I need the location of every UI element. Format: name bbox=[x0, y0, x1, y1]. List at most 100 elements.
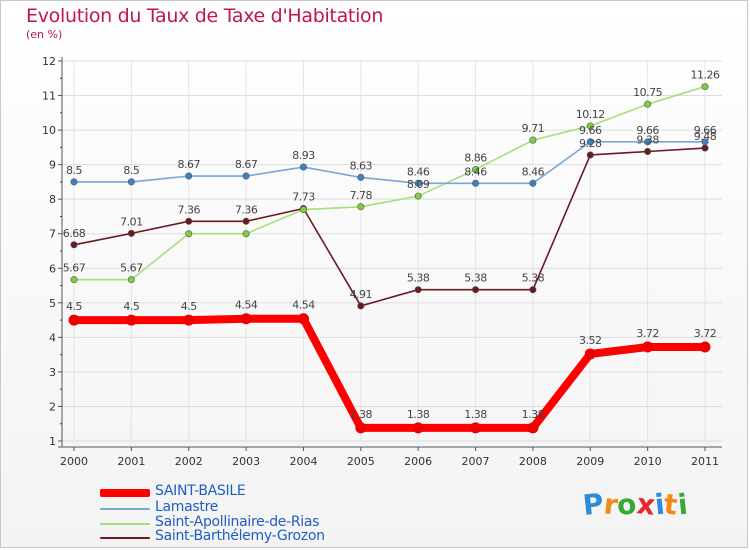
data-label-lamastre-2007: 8.46 bbox=[464, 165, 487, 178]
series-point-saint-apollinaire-de-rias-2009 bbox=[586, 122, 594, 130]
legend-label: SAINT-BASILE bbox=[155, 483, 246, 499]
y-tick-label-11: 11 bbox=[42, 90, 56, 103]
data-label-saint-barth-lemy-grozon-2006: 5.38 bbox=[407, 272, 430, 285]
data-label-saint-barth-lemy-grozon-2004: 7.73 bbox=[292, 191, 315, 204]
series-line-saint-apollinaire-de-rias bbox=[73, 85, 706, 281]
y-tick-label-5: 5 bbox=[49, 297, 56, 310]
legend-swatch bbox=[100, 523, 150, 525]
data-label-saint-barth-lemy-grozon-2002: 7.36 bbox=[177, 203, 200, 216]
chart-title: Evolution du Taux de Taxe d'Habitation bbox=[26, 5, 384, 27]
data-label-saint-apollinaire-de-rias-2007: 8.86 bbox=[464, 151, 487, 164]
legend-item-saint-apollinaire-de-rias: Saint-Apollinaire-de-Rias bbox=[100, 514, 360, 531]
x-tick-label-2010: 2010 bbox=[634, 455, 662, 468]
series-point-saint-basile-2000 bbox=[68, 314, 80, 326]
x-tick-label-2007: 2007 bbox=[462, 455, 490, 468]
logo-letter: i bbox=[675, 487, 689, 522]
series-point-saint-apollinaire-de-rias-2005 bbox=[357, 203, 365, 211]
series-point-lamastre-2003 bbox=[242, 172, 250, 180]
series-point-saint-barth-lemy-grozon-2003 bbox=[242, 217, 250, 225]
data-label-saint-barth-lemy-grozon-2003: 7.36 bbox=[235, 203, 258, 216]
data-label-saint-apollinaire-de-rias-2000: 5.67 bbox=[63, 262, 86, 275]
series-point-saint-basile-2010 bbox=[642, 341, 654, 353]
series-point-saint-basile-2003 bbox=[240, 313, 252, 325]
series-point-saint-apollinaire-de-rias-2000 bbox=[70, 276, 78, 284]
series-point-saint-basile-2009 bbox=[584, 348, 596, 360]
series-point-lamastre-2008 bbox=[529, 179, 537, 187]
series-line-saint-barth-lemy-grozon bbox=[73, 147, 706, 307]
series-point-saint-apollinaire-de-rias-2003 bbox=[242, 230, 250, 238]
data-label-saint-basile-2000: 4.5 bbox=[66, 300, 82, 313]
series-point-lamastre-2007 bbox=[472, 179, 480, 187]
data-label-saint-barth-lemy-grozon-2001: 7.01 bbox=[120, 215, 143, 228]
data-label-saint-apollinaire-de-rias-2010: 10.75 bbox=[633, 86, 662, 99]
series-point-saint-barth-lemy-grozon-2005 bbox=[357, 302, 365, 310]
data-label-saint-basile-2001: 4.5 bbox=[123, 300, 139, 313]
series-point-lamastre-2006 bbox=[414, 179, 422, 187]
x-tick-label-2009: 2009 bbox=[576, 455, 604, 468]
series-point-lamastre-2005 bbox=[357, 173, 365, 181]
series-point-lamastre-2010 bbox=[644, 138, 652, 146]
data-label-saint-barth-lemy-grozon-2008: 5.38 bbox=[522, 272, 545, 285]
y-tick-label-12: 12 bbox=[42, 55, 56, 68]
legend-item-lamastre: Lamastre bbox=[100, 499, 360, 516]
series-point-saint-apollinaire-de-rias-2010 bbox=[644, 100, 652, 108]
series-point-saint-basile-2004 bbox=[297, 313, 309, 325]
proxiti-logo: Proxiti bbox=[581, 487, 689, 522]
series-point-saint-apollinaire-de-rias-2002 bbox=[185, 230, 193, 238]
series-point-lamastre-2002 bbox=[185, 172, 193, 180]
data-label-saint-apollinaire-de-rias-2005: 7.78 bbox=[350, 189, 373, 202]
data-label-lamastre-2009: 9.66 bbox=[579, 124, 602, 137]
x-tick-label-2011: 2011 bbox=[691, 455, 719, 468]
series-point-lamastre-2009 bbox=[586, 138, 594, 146]
x-tick-label-2000: 2000 bbox=[60, 455, 88, 468]
series-point-saint-barth-lemy-grozon-2011 bbox=[701, 144, 709, 152]
x-tick-label-2006: 2006 bbox=[404, 455, 432, 468]
data-label-saint-barth-lemy-grozon-2011: 9.48 bbox=[694, 130, 717, 143]
series-point-lamastre-2011 bbox=[701, 138, 709, 146]
data-label-saint-basile-2004: 4.54 bbox=[292, 299, 315, 312]
data-label-lamastre-2000: 8.5 bbox=[66, 164, 82, 177]
series-point-saint-barth-lemy-grozon-2009 bbox=[586, 151, 594, 159]
data-label-lamastre-2008: 8.46 bbox=[522, 165, 545, 178]
series-point-saint-barth-lemy-grozon-2006 bbox=[414, 286, 422, 294]
series-point-saint-basile-2005 bbox=[355, 422, 367, 434]
data-label-saint-barth-lemy-grozon-2005: 4.91 bbox=[350, 288, 373, 301]
data-label-saint-apollinaire-de-rias-2001: 5.67 bbox=[120, 262, 143, 275]
data-label-lamastre-2001: 8.5 bbox=[123, 164, 139, 177]
y-tick-label-10: 10 bbox=[42, 124, 56, 137]
data-label-saint-apollinaire-de-rias-2011: 11.26 bbox=[691, 69, 720, 82]
series-point-saint-barth-lemy-grozon-2000 bbox=[70, 241, 78, 249]
data-label-saint-basile-2003: 4.54 bbox=[235, 299, 258, 312]
series-line-lamastre bbox=[73, 141, 706, 185]
series-point-saint-apollinaire-de-rias-2007 bbox=[472, 165, 480, 173]
series-point-saint-barth-lemy-grozon-2002 bbox=[185, 217, 193, 225]
series-point-saint-apollinaire-de-rias-2008 bbox=[529, 136, 537, 144]
data-label-lamastre-2010: 9.66 bbox=[636, 124, 659, 137]
data-label-saint-basile-2011: 3.72 bbox=[694, 327, 717, 340]
data-label-saint-barth-lemy-grozon-2010: 9.38 bbox=[636, 134, 659, 147]
series-point-saint-basile-2008 bbox=[527, 422, 539, 434]
legend-swatch bbox=[100, 489, 150, 497]
data-label-lamastre-2003: 8.67 bbox=[235, 158, 258, 171]
y-tick-label-3: 3 bbox=[49, 366, 56, 379]
series-point-saint-basile-2002 bbox=[183, 314, 195, 326]
y-tick-label-2: 2 bbox=[49, 400, 56, 413]
y-tick-label-8: 8 bbox=[49, 193, 56, 206]
y-tick-label-6: 6 bbox=[49, 262, 56, 275]
x-tick-label-2005: 2005 bbox=[347, 455, 375, 468]
series-point-saint-apollinaire-de-rias-2011 bbox=[701, 83, 709, 91]
data-label-saint-barth-lemy-grozon-2000: 6.68 bbox=[63, 227, 86, 240]
data-label-saint-basile-2010: 3.72 bbox=[636, 327, 659, 340]
data-label-lamastre-2002: 8.67 bbox=[177, 158, 200, 171]
data-label-lamastre-2006: 8.46 bbox=[407, 165, 430, 178]
data-label-lamastre-2005: 8.63 bbox=[350, 159, 373, 172]
series-point-lamastre-2004 bbox=[299, 163, 307, 171]
data-label-lamastre-2011: 9.66 bbox=[694, 124, 717, 137]
x-tick-label-2003: 2003 bbox=[232, 455, 260, 468]
x-tick-label-2001: 2001 bbox=[117, 455, 145, 468]
series-point-saint-barth-lemy-grozon-2001 bbox=[127, 229, 135, 237]
data-label-saint-apollinaire-de-rias-2009: 10.12 bbox=[576, 108, 605, 121]
series-point-saint-basile-2007 bbox=[470, 422, 482, 434]
y-tick-label-9: 9 bbox=[49, 159, 56, 172]
